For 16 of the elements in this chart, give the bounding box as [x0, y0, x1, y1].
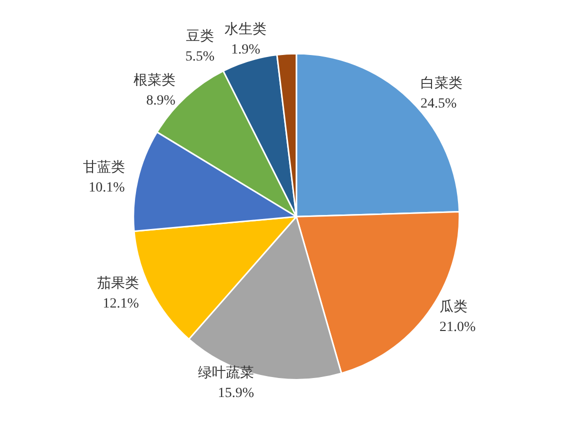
- data-label: 5.5%: [185, 49, 215, 64]
- data-label: 21.0%: [440, 320, 476, 335]
- data-label: 24.5%: [420, 96, 458, 112]
- data-label: 8.9%: [146, 93, 176, 108]
- data-label: 10.1%: [88, 180, 126, 196]
- slice-label: 茄果类: [96, 276, 139, 292]
- slice-label: 水生类: [224, 21, 267, 38]
- slice-label: 白菜类: [420, 75, 463, 92]
- slice-label: 绿叶蔬菜: [198, 365, 254, 382]
- slice-label: 豆类: [186, 28, 214, 44]
- data-label: 15.9%: [218, 386, 254, 402]
- slice-label: 甘蓝类: [82, 159, 125, 176]
- slice-label: 瓜类: [440, 298, 468, 315]
- data-label: 1.9%: [231, 42, 261, 58]
- data-label: 12.1%: [102, 296, 140, 312]
- slice-label: 根菜类: [133, 72, 176, 88]
